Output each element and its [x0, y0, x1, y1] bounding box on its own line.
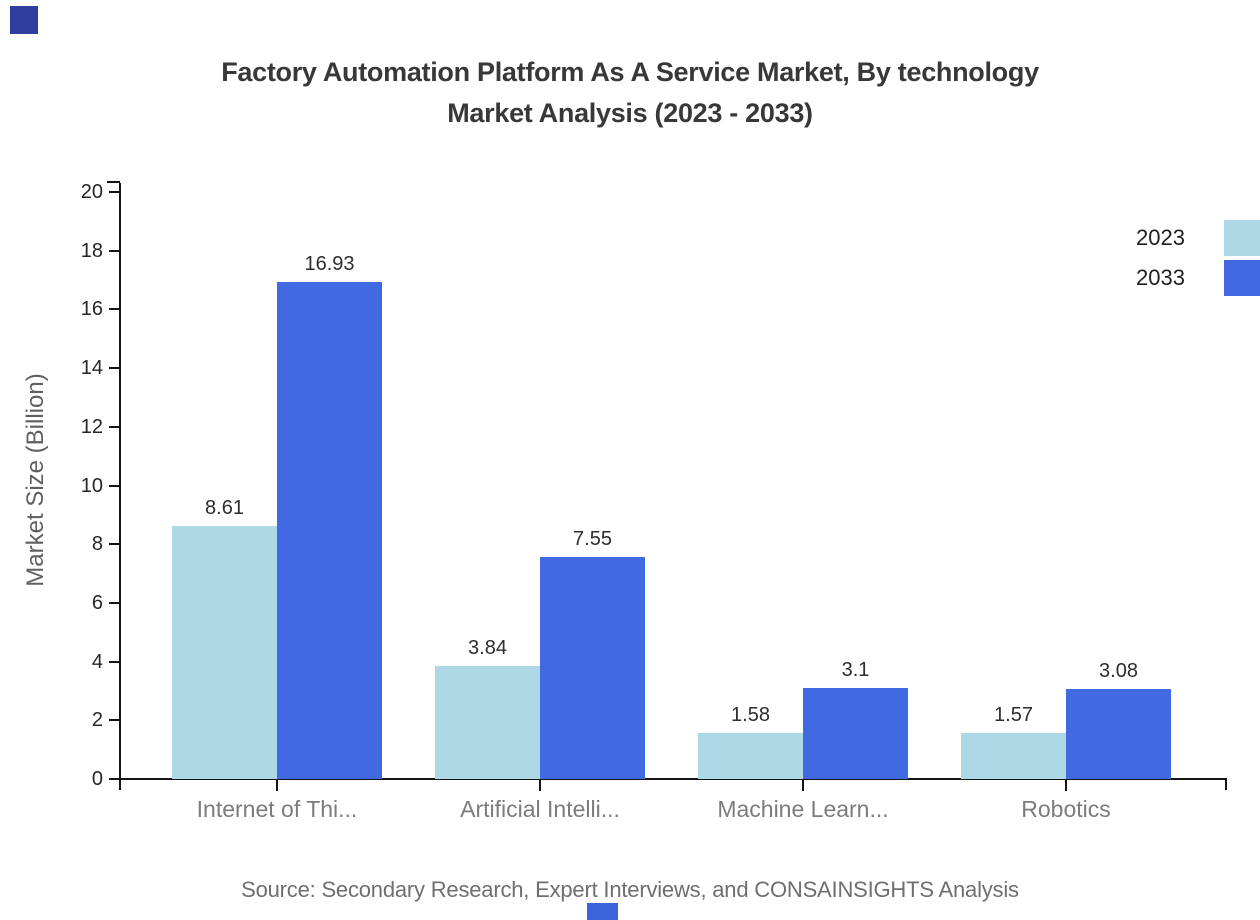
bar-value-label-2023-robotics: 1.57: [994, 703, 1033, 726]
legend-label-2033: 2033: [1136, 265, 1185, 290]
y-axis-endcap-tick: [107, 181, 120, 183]
source-attribution: Source: Secondary Research, Expert Inter…: [241, 877, 1019, 902]
brand-logo-square-top-left: [10, 6, 38, 34]
legend: 2023 2033: [1136, 218, 1260, 298]
y-tick-label: 2: [91, 709, 103, 732]
y-tick-label: 10: [80, 474, 103, 497]
legend-label-2023: 2023: [1136, 225, 1185, 250]
y-tick: [109, 425, 120, 428]
y-axis-spine: [119, 183, 121, 790]
bar-2023-robotics: [961, 732, 1066, 779]
y-tick: [109, 191, 120, 193]
x-category-label: Machine Learn...: [717, 796, 889, 822]
bar-2023-artificial-intelli-: [435, 666, 540, 779]
x-axis-spine: [119, 778, 1227, 780]
legend-swatch-2023: [1224, 220, 1260, 256]
x-category-label: Internet of Thi...: [196, 796, 358, 822]
y-tick: [109, 484, 120, 487]
y-tick: [109, 660, 120, 663]
y-tick-label: 14: [80, 357, 103, 380]
bar-value-label-2023-artificial-intelli-: 3.84: [468, 637, 507, 660]
chart-title: Factory Automation Platform As A Service…: [0, 52, 1260, 134]
y-tick-label: 4: [91, 650, 103, 673]
x-tick: [276, 780, 278, 791]
bar-2023-internet-of-thi-: [172, 526, 277, 779]
x-axis-endcap-tick: [1225, 778, 1227, 790]
legend-entry-2023: 2023: [1136, 218, 1260, 258]
y-tick-label: 16: [80, 298, 103, 321]
y-tick-label: 6: [91, 591, 103, 614]
y-tick: [109, 601, 120, 604]
bar-2033-internet-of-thi-: [277, 282, 382, 779]
y-axis-title: Market Size (Billion): [22, 373, 49, 587]
y-tick: [109, 543, 120, 546]
bar-2033-robotics: [1066, 688, 1171, 779]
bar-value-label-2033-machine-learn-: 3.1: [841, 659, 870, 681]
y-tick-label: 18: [80, 239, 103, 262]
x-tick: [802, 780, 804, 791]
chart-title-line2: Market Analysis (2023 - 2033): [447, 98, 813, 128]
x-category-label: Artificial Intelli...: [460, 796, 620, 822]
bar-2033-machine-learn-: [803, 688, 908, 779]
bar-2033-artificial-intelli-: [540, 557, 645, 779]
bar-value-label-2023-internet-of-thi-: 8.61: [205, 497, 244, 520]
y-tick: [109, 719, 120, 722]
x-category-label: Robotics: [1021, 796, 1111, 822]
bar-2023-machine-learn-: [698, 732, 803, 779]
legend-swatch-2033: [1224, 260, 1260, 296]
bar-value-label-2033-internet-of-thi-: 16.93: [304, 253, 355, 276]
bar-value-label-2023-machine-learn-: 1.58: [731, 703, 770, 726]
bar-value-label-2033-robotics: 3.08: [1099, 659, 1138, 682]
x-tick: [539, 780, 541, 791]
y-tick: [109, 249, 120, 252]
y-tick: [109, 308, 120, 311]
y-tick-label: 20: [80, 181, 103, 203]
y-tick-label: 8: [91, 533, 103, 556]
brand-logo-square-bottom: [587, 903, 618, 920]
y-tick: [109, 778, 120, 780]
y-tick-label: 12: [80, 415, 103, 438]
y-tick-label: 0: [91, 768, 103, 790]
legend-entry-2033: 2033: [1136, 258, 1260, 298]
chart-title-line1: Factory Automation Platform As A Service…: [221, 57, 1039, 87]
y-tick: [109, 367, 120, 370]
bar-value-label-2033-artificial-intelli-: 7.55: [573, 528, 612, 551]
x-tick: [1065, 780, 1067, 791]
